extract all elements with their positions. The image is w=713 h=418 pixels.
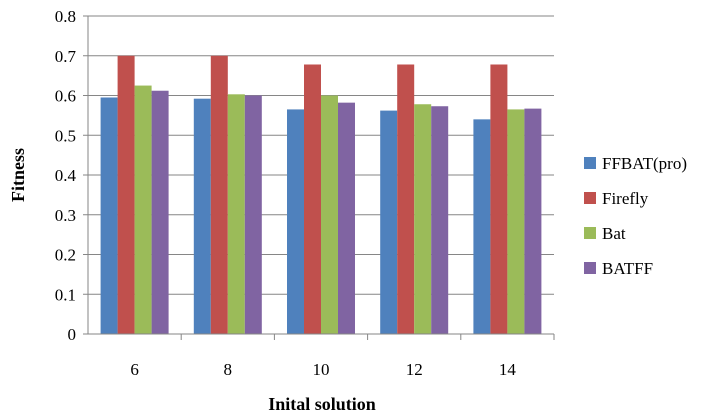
legend-label: BATFF [602, 259, 653, 278]
bar-batff-12 [431, 106, 449, 334]
y-tick-label: 0.8 [55, 7, 76, 26]
y-tick-label: 0.3 [55, 206, 76, 225]
y-axis-title: Fitness [8, 148, 28, 202]
bar-firefly-10 [304, 64, 321, 335]
legend: FFBAT(pro) Firefly Bat BATFF [584, 154, 687, 278]
legend-swatch [584, 192, 596, 204]
bar-batff-6 [151, 90, 169, 334]
bars [100, 55, 542, 335]
x-tick-label: 6 [130, 360, 139, 379]
bar-batff-10 [338, 102, 355, 334]
bar-bat-14 [507, 109, 525, 334]
y-tick-label: 0.7 [55, 47, 77, 66]
x-tick-label: 8 [224, 360, 233, 379]
bar-ffbat-pro-12 [380, 110, 398, 334]
legend-label: FFBAT(pro) [602, 154, 687, 173]
x-tick-labels: 6 8 10 12 14 [130, 360, 516, 379]
bar-batff-14 [524, 108, 542, 335]
bar-bat-12 [414, 104, 432, 335]
bar-ffbat-pro-8 [193, 98, 211, 335]
bar-firefly-6 [117, 55, 135, 334]
axes [83, 15, 555, 340]
bar-bat-6 [134, 85, 152, 334]
y-tick-label: 0.2 [55, 246, 76, 265]
legend-swatch [584, 227, 596, 239]
y-tick-label: 0 [68, 325, 77, 344]
bar-ffbat-pro-6 [100, 97, 118, 334]
x-tick-label: 14 [499, 360, 517, 379]
y-tick-label: 0.1 [55, 285, 76, 304]
y-tick-label: 0.4 [55, 166, 77, 185]
bar-ffbat-pro-14 [473, 119, 491, 334]
legend-swatch [584, 157, 596, 169]
bar-firefly-8 [210, 55, 228, 334]
legend-swatch [584, 262, 596, 274]
y-tick-label: 0.6 [55, 87, 76, 106]
bar-bat-10 [321, 95, 338, 334]
x-tick-label: 12 [406, 360, 423, 379]
bar-batff-8 [244, 95, 262, 334]
x-axis-title: Inital solution [268, 394, 376, 414]
y-tick-label: 0.5 [55, 126, 76, 145]
bar-bat-8 [227, 94, 245, 335]
y-tick-labels: 0 0.1 0.2 0.3 0.4 0.5 0.6 0.7 0.8 [55, 7, 77, 344]
x-tick-label: 10 [313, 360, 330, 379]
bar-ffbat-pro-10 [287, 109, 304, 334]
bar-firefly-12 [397, 64, 415, 335]
bar-firefly-14 [490, 64, 508, 335]
legend-label: Firefly [602, 189, 649, 208]
legend-label: Bat [602, 224, 626, 243]
